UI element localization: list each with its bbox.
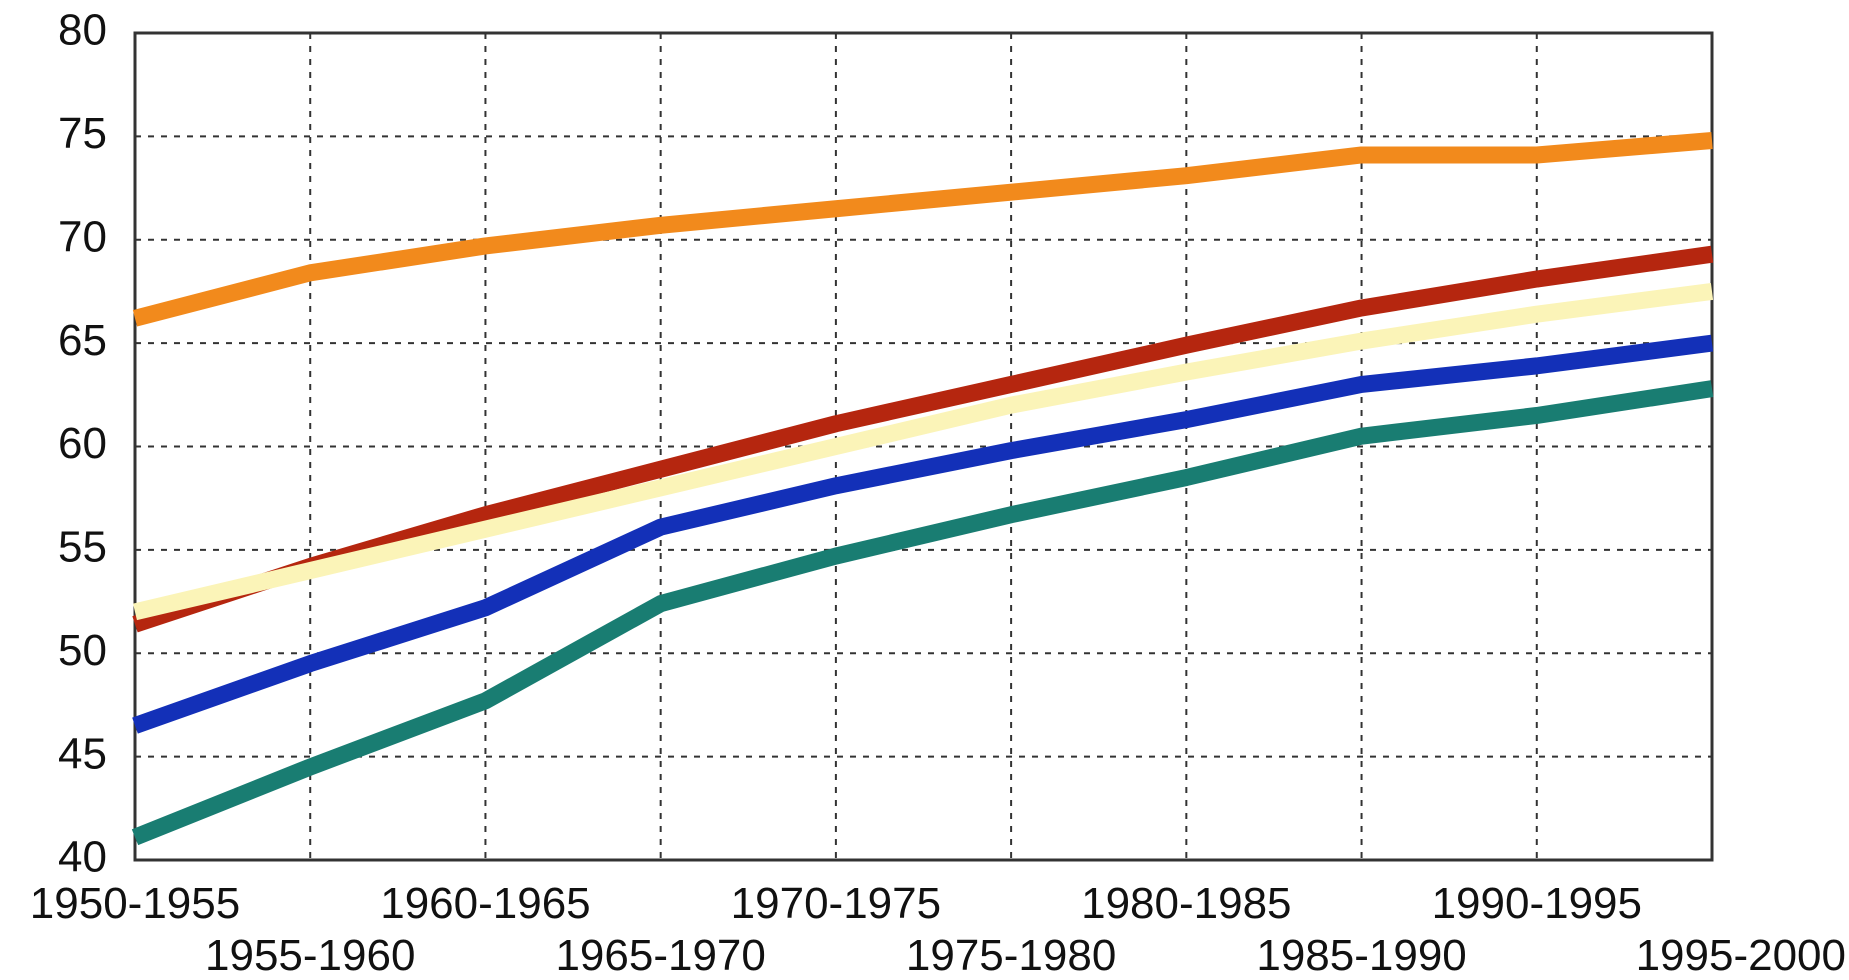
y-tick-label: 55 — [58, 523, 107, 572]
y-tick-label: 45 — [58, 729, 107, 778]
x-tick-label: 1985-1990 — [1256, 931, 1466, 980]
x-tick-label: 1975-1980 — [906, 931, 1116, 980]
y-tick-label: 40 — [58, 833, 107, 882]
series-line-2 — [132, 245, 1714, 633]
series-lines — [131, 132, 1714, 846]
x-tick-label: 1950-1955 — [30, 879, 240, 928]
x-tick-label: 1990-1995 — [1432, 879, 1642, 928]
y-tick-label: 65 — [58, 316, 107, 365]
y-tick-label: 80 — [58, 6, 107, 55]
x-tick-label: 1965-1970 — [555, 931, 765, 980]
x-axis-tick-labels: 1950-19551955-19601960-19651965-19701970… — [30, 879, 1846, 980]
y-tick-label: 75 — [58, 109, 107, 158]
y-tick-label: 50 — [58, 626, 107, 675]
series-line-1 — [132, 132, 1713, 327]
series-line-5 — [131, 380, 1714, 846]
x-tick-label: 1970-1975 — [731, 879, 941, 928]
x-tick-label: 1980-1985 — [1081, 879, 1291, 928]
x-tick-label: 1955-1960 — [205, 931, 415, 980]
y-axis-tick-labels: 40 45 50 55 60 65 70 75 80 — [58, 6, 107, 882]
series-line-3 — [133, 283, 1714, 621]
x-tick-label: 1960-1965 — [380, 879, 590, 928]
y-tick-label: 70 — [58, 212, 107, 261]
grid-lines — [135, 33, 1712, 860]
series-line-4 — [132, 334, 1714, 734]
y-tick-label: 60 — [58, 419, 107, 468]
x-tick-label: 1995-2000 — [1636, 931, 1846, 980]
